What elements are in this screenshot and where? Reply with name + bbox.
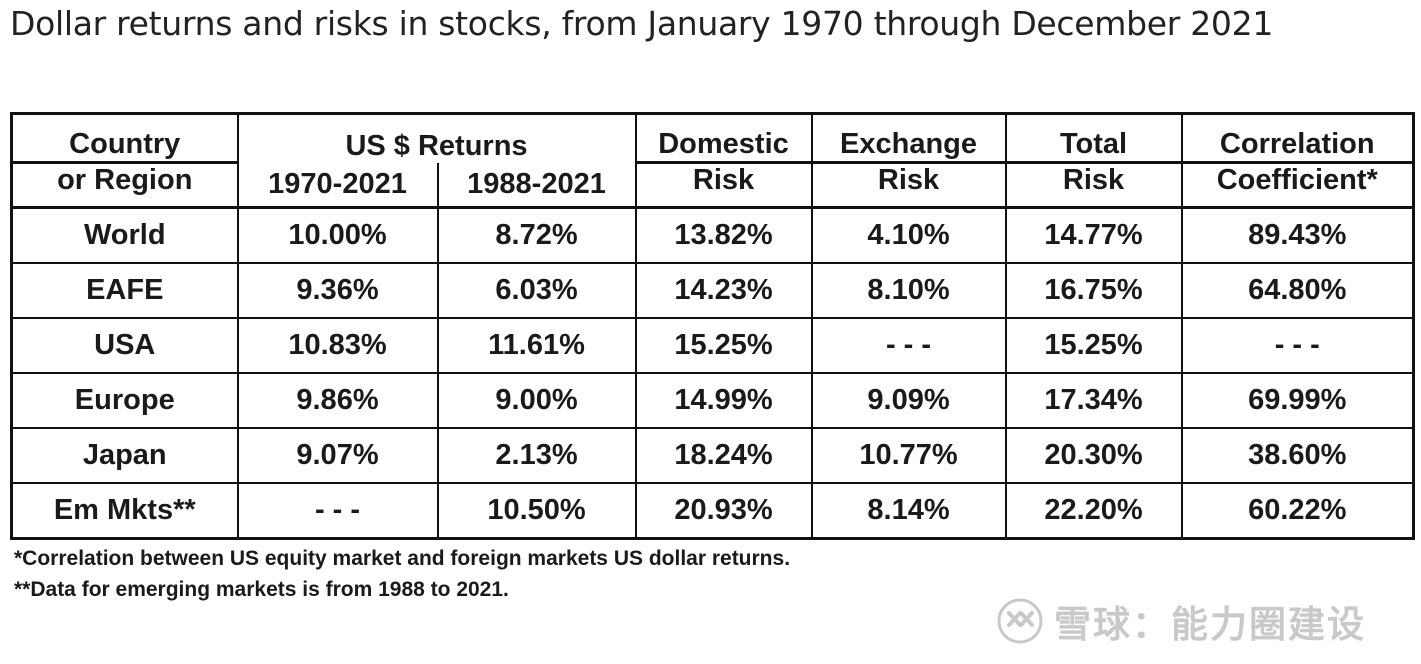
cell-return-1970: - - - [236,482,439,540]
header-correlation-line2: Coefficient* [1180,162,1415,209]
cell-total-risk: 14.77% [1004,206,1183,264]
header-correlation-line1: Correlation [1180,113,1415,164]
header-country-line2: or Region [10,162,239,209]
header-returns-1970: 1970-2021 [236,162,439,209]
cell-return-1988: 10.50% [436,482,637,540]
cell-exchange-risk: 8.10% [810,262,1007,319]
footnote-correlation: *Correlation between US equity market an… [14,547,791,570]
cell-return-1988: 11.61% [436,317,637,374]
cell-correlation: 38.60% [1180,427,1415,484]
header-domestic-line1: Domestic [634,113,813,164]
cell-exchange-risk: 4.10% [810,206,1007,264]
cell-total-risk: 16.75% [1004,262,1183,319]
cell-correlation: 89.43% [1180,206,1415,264]
cell-exchange-risk: 10.77% [810,427,1007,484]
cell-return-1988: 2.13% [436,427,637,484]
cell-exchange-risk: 9.09% [810,372,1007,429]
table-row-em-mkts: Em Mkts** - - - 10.50% 20.93% 8.14% 22.2… [10,482,1415,540]
cell-total-risk: 15.25% [1004,317,1183,374]
header-returns-group: US $ Returns [236,113,637,163]
header-total-line1: Total [1004,113,1183,164]
cell-exchange-risk: 8.14% [810,482,1007,540]
cell-correlation: 69.99% [1180,372,1415,429]
watermark: 雪球：能力圈建设 [996,594,1366,648]
cell-region: World [10,206,239,264]
footnotes: *Correlation between US equity market an… [14,543,790,605]
cell-correlation: 64.80% [1180,262,1415,319]
cell-return-1988: 6.03% [436,262,637,319]
cell-region: Europe [10,372,239,429]
cell-total-risk: 22.20% [1004,482,1183,540]
cell-region: USA [10,317,239,374]
table-row-usa: USA 10.83% 11.61% 15.25% - - - 15.25% - … [10,317,1415,374]
cell-region: EAFE [10,262,239,319]
snowball-logo-icon [997,598,1043,644]
header-returns-1988: 1988-2021 [436,162,637,209]
cell-return-1970: 10.83% [236,317,439,374]
cell-return-1970: 9.07% [236,427,439,484]
header-domestic-line2: Risk [634,162,813,209]
returns-risk-table: Country US $ Returns Domestic Exchange T… [10,112,1416,540]
cell-region: Em Mkts** [10,482,239,540]
cell-return-1970: 9.36% [236,262,439,319]
table-row-europe: Europe 9.86% 9.00% 14.99% 9.09% 17.34% 6… [10,372,1415,429]
cell-return-1988: 9.00% [436,372,637,429]
table-row-world: World 10.00% 8.72% 13.82% 4.10% 14.77% 8… [10,206,1415,264]
table-row-japan: Japan 9.07% 2.13% 18.24% 10.77% 20.30% 3… [10,427,1415,484]
cell-return-1970: 10.00% [236,206,439,264]
cell-total-risk: 20.30% [1004,427,1183,484]
cell-correlation: 60.22% [1180,482,1415,540]
cell-domestic-risk: 13.82% [634,206,813,264]
header-exchange-line2: Risk [810,162,1007,209]
cell-return-1988: 8.72% [436,206,637,264]
cell-domestic-risk: 18.24% [634,427,813,484]
header-exchange-line1: Exchange [810,113,1007,164]
table-row-eafe: EAFE 9.36% 6.03% 14.23% 8.10% 16.75% 64.… [10,262,1415,319]
cell-region: Japan [10,427,239,484]
cell-correlation: - - - [1180,317,1415,374]
cell-domestic-risk: 20.93% [634,482,813,540]
cell-domestic-risk: 14.23% [634,262,813,319]
cell-total-risk: 17.34% [1004,372,1183,429]
watermark-text: 雪球：能力圈建设 [1054,603,1366,646]
cell-return-1970: 9.86% [236,372,439,429]
cell-domestic-risk: 14.99% [634,372,813,429]
header-total-line2: Risk [1004,162,1183,209]
header-country-line1: Country [10,113,239,164]
chart-title: Dollar returns and risks in stocks, from… [10,4,1274,43]
cell-domestic-risk: 15.25% [634,317,813,374]
cell-exchange-risk: - - - [810,317,1007,374]
footnote-emerging-markets: **Data for emerging markets is from 1988… [14,578,509,601]
